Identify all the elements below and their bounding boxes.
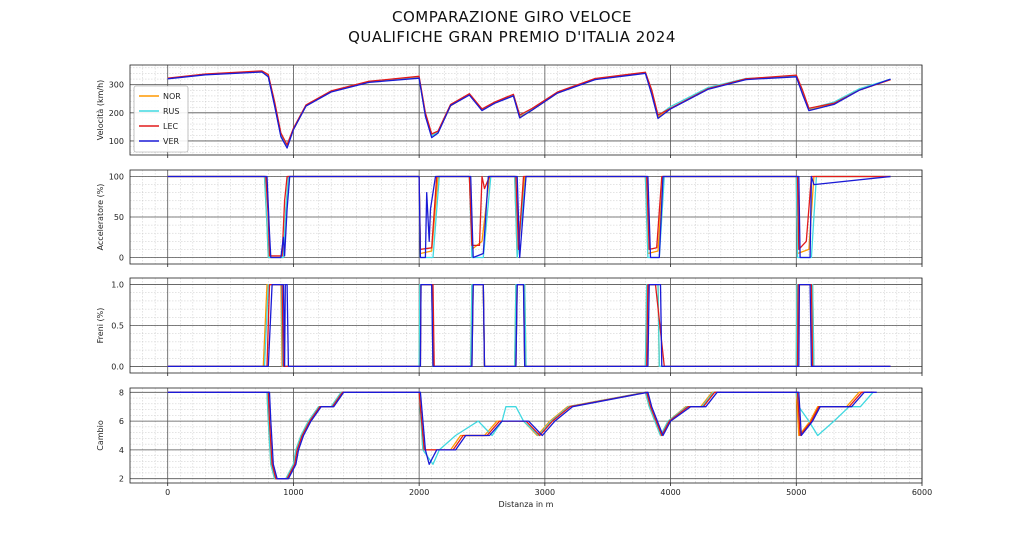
series-line-ver [167,391,877,480]
y-tick-label: 8 [119,388,124,397]
y-tick-label: 100 [109,137,124,146]
x-tick-label: 1000 [283,488,303,497]
panel-frame [129,64,923,156]
y-axis-label: Freni (%) [96,308,105,344]
y-tick-label: 2 [119,475,124,484]
x-axis-label: Distanza in m [499,500,554,509]
y-axis-label: Velocità (km/h) [96,80,105,141]
series-line-ver [167,283,891,368]
y-tick-label: 50 [114,213,124,222]
panel-2: 0.0 0.5 1.0 Freni (%) [96,277,923,376]
x-tick-label: 3000 [535,488,555,497]
x-tick-label: 6000 [912,488,932,497]
panel-1: 0 50 100 Acceleratore (%) [96,169,923,267]
legend-label-nor: NOR [163,92,181,101]
y-axis-label: Cambio [96,420,105,451]
y-tick-label: 6 [119,417,124,426]
panel-0: 100 200 300 Velocità (km/h) NOR RUS LEC VER [96,64,923,158]
series-line-ver [167,71,891,149]
y-axis-label: Acceleratore (%) [96,184,105,251]
legend-label-rus: RUS [163,107,180,116]
panel-frame [129,277,923,374]
panel-bg [130,388,922,483]
x-tick-label: 4000 [660,488,680,497]
series-line-ver [167,175,891,259]
legend-box [133,85,189,153]
y-tick-label: 100 [109,172,124,181]
legend-label-ver: VER [163,137,180,146]
y-tick-label: 0.5 [111,322,124,331]
series-line-lec [167,70,891,146]
x-tick-label: 2000 [409,488,429,497]
panel-bg [130,65,922,155]
panel-3: 2 4 6 8 Cambio 0 1000 2000 3000 4000 5000 6000 Dista… [96,387,932,509]
legend: NOR RUS LEC VER [133,85,189,153]
panel-frame [129,169,923,265]
legend-label-lec: LEC [163,122,179,131]
y-tick-label: 200 [109,109,124,118]
series-line-rus [167,391,874,480]
y-tick-label: 4 [119,446,124,455]
y-tick-label: 0 [119,254,124,263]
y-tick-label: 300 [109,81,124,90]
chart-title-line1: COMPARAZIONE GIRO VELOCE [392,8,632,26]
panel-frame [129,387,923,484]
x-tick-label: 0 [165,488,170,497]
chart-title-line2: QUALIFICHE GRAN PREMIO D'ITALIA 2024 [348,28,676,46]
x-tick-label: 5000 [786,488,806,497]
y-tick-label: 0.0 [111,362,124,371]
y-tick-label: 1.0 [111,281,124,290]
